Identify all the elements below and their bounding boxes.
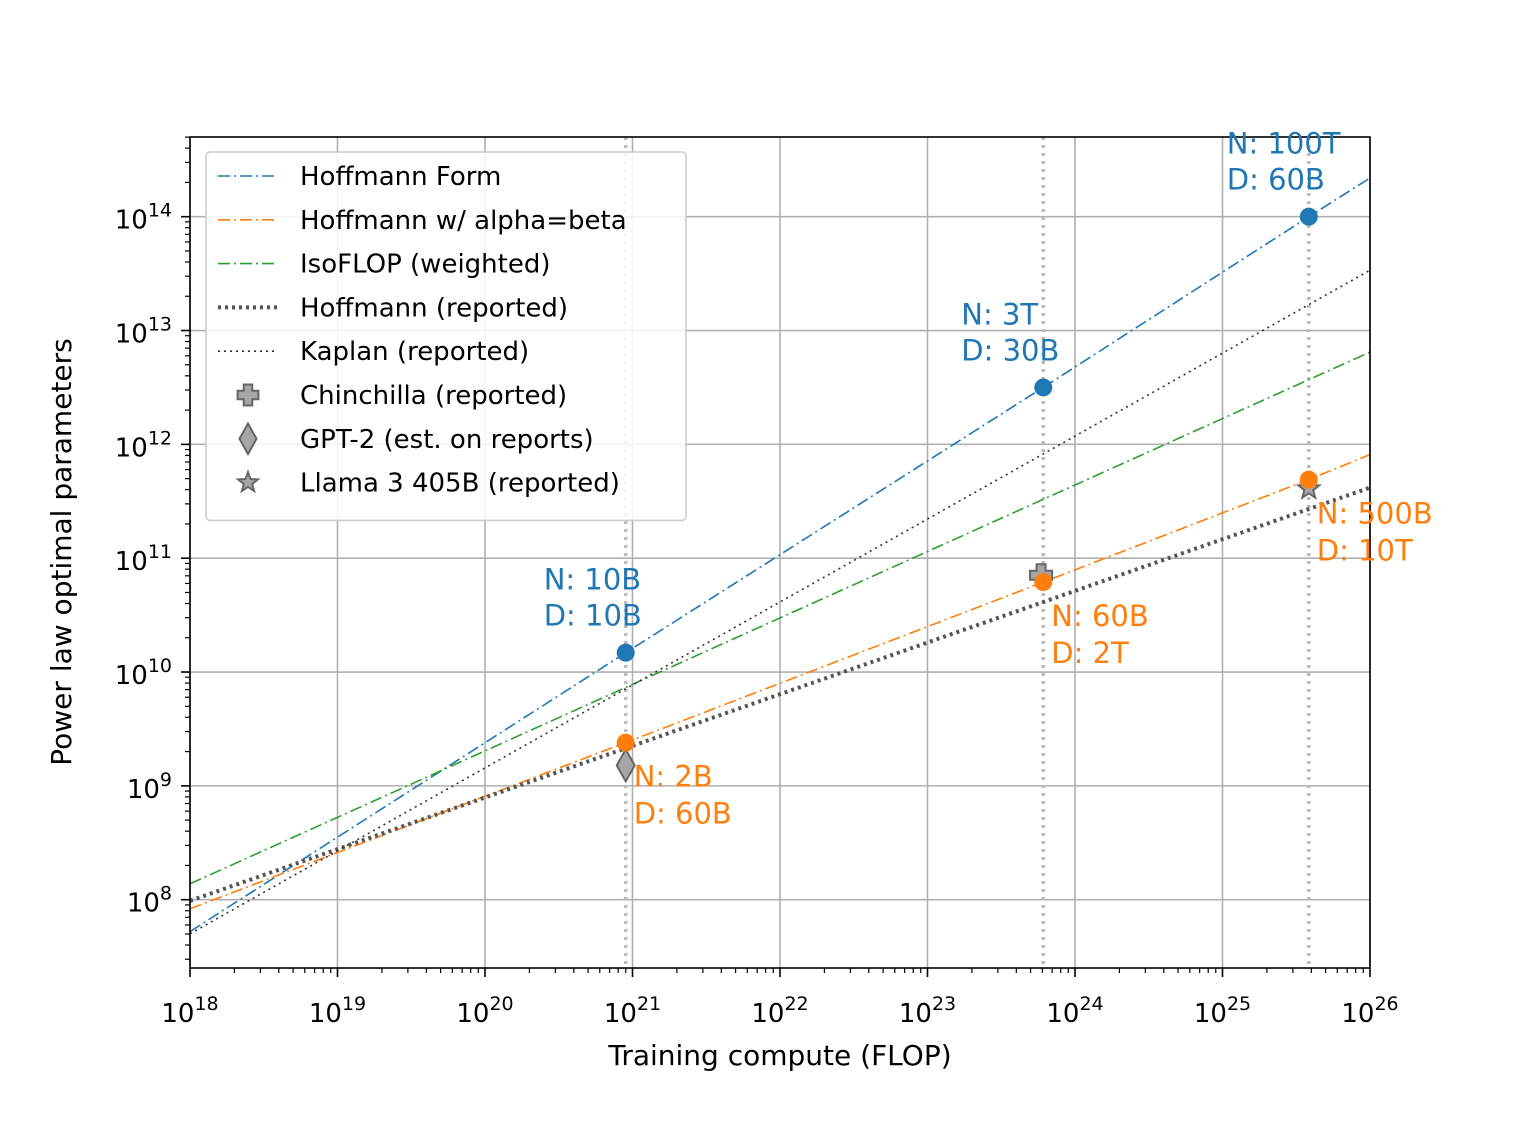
y-tick-label: 1014 xyxy=(115,200,172,236)
legend-box xyxy=(205,151,687,522)
annotation-params: N: 60B xyxy=(1051,599,1148,633)
legend-label-hoffmann-w-alpha-beta: Hoffmann w/ alpha=beta xyxy=(300,206,627,236)
legend-swatch-llama-3-405b-reported xyxy=(235,469,261,494)
y-tick-label: 1011 xyxy=(115,541,172,577)
annotation-tokens: D: 30B xyxy=(961,333,1059,367)
annotation-params: N: 2B xyxy=(634,760,713,794)
x-axis-label: Training compute (FLOP) xyxy=(607,1039,951,1072)
x-tick-label: 1020 xyxy=(456,993,513,1029)
data-point-6 xyxy=(1299,470,1318,489)
annotation-tokens: D: 60B xyxy=(634,797,732,831)
y-tick-labels: 108 109 1010 1011 1012 1013 1014 xyxy=(115,200,172,919)
x-tick-label: 1025 xyxy=(1194,993,1251,1029)
legend-label-isoflop-weighted: IsoFLOP (weighted) xyxy=(300,250,551,280)
x-tick-label: 1024 xyxy=(1046,993,1103,1029)
series-line-isoflop-weighted xyxy=(190,351,1370,885)
legend-label-gpt-2-est-on-reports: GPT-2 (est. on reports) xyxy=(300,425,594,455)
annotation-tokens: D: 60B xyxy=(1227,163,1325,197)
y-tick-label: 1012 xyxy=(115,427,172,463)
data-points xyxy=(616,207,1318,752)
series-line-kaplan-reported xyxy=(190,269,1370,935)
y-axis-label: Power law optimal parameters xyxy=(45,338,78,765)
x-tick-label: 1026 xyxy=(1341,993,1398,1029)
legend: Hoffmann Form Hoffmann w/ alpha=beta IsoFL… xyxy=(205,151,687,522)
x-tick-label: 1019 xyxy=(309,993,366,1029)
legend-swatch-gpt-2-est-on-reports xyxy=(238,421,258,457)
y-tick-label: 1013 xyxy=(115,314,172,350)
legend-label-chinchilla-reported: Chinchilla (reported) xyxy=(300,381,567,411)
data-point-1 xyxy=(616,643,635,662)
annotation-params: N: 10B xyxy=(544,563,641,597)
annotation-params: N: 500B xyxy=(1317,497,1433,531)
y-tick-label: 109 xyxy=(127,769,172,805)
x-tick-labels: 1018 1019 1020 1021 1022 1023 1024 1025 1026 xyxy=(161,993,1398,1029)
annotation-params: N: 3T xyxy=(961,297,1038,331)
annotation-tokens: D: 10B xyxy=(544,599,642,633)
data-point-3 xyxy=(1299,207,1318,226)
axis-ticks xyxy=(181,136,1371,977)
data-point-2 xyxy=(1034,378,1053,397)
annotation-tokens: D: 2T xyxy=(1051,636,1129,670)
annotation-tokens: D: 10T xyxy=(1317,534,1413,568)
annotation-params: N: 100T xyxy=(1227,127,1341,161)
y-tick-label: 1010 xyxy=(115,655,172,691)
marker-gpt-2-est-on-reports xyxy=(615,747,636,784)
legend-label-hoffmann-reported: Hoffmann (reported) xyxy=(300,293,568,323)
x-tick-label: 1018 xyxy=(161,993,218,1029)
y-tick-label: 108 xyxy=(127,883,172,919)
legend-label-kaplan-reported: Kaplan (reported) xyxy=(300,337,529,367)
x-tick-label: 1021 xyxy=(604,993,661,1029)
legend-swatch-chinchilla-reported xyxy=(236,383,260,407)
legend-label-hoffmann-form: Hoffmann Form xyxy=(300,162,501,192)
x-tick-label: 1023 xyxy=(899,993,956,1029)
data-point-4 xyxy=(616,733,635,752)
legend-label-llama-3-405b-reported: Llama 3 405B (reported) xyxy=(300,469,620,499)
series-line-hoffmann-reported xyxy=(190,485,1370,903)
x-tick-label: 1022 xyxy=(751,993,808,1029)
data-point-5 xyxy=(1034,573,1053,592)
